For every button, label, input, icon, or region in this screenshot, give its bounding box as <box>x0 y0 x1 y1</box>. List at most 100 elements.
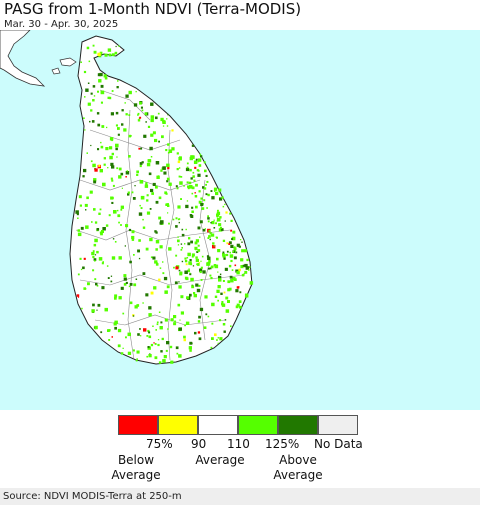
ndvi-pixel <box>144 184 149 188</box>
ndvi-pixel <box>160 117 164 122</box>
ndvi-pixel <box>230 259 233 263</box>
ndvi-pixel <box>224 254 226 256</box>
legend-group-above-average: Above Average <box>273 453 323 482</box>
ndvi-pixel <box>146 211 151 215</box>
ndvi-pixel <box>217 209 219 212</box>
ndvi-pixel <box>125 171 130 175</box>
ndvi-pixel <box>89 190 93 194</box>
ndvi-pixel <box>193 179 196 182</box>
ndvi-pixel <box>157 175 160 177</box>
ndvi-pixel <box>96 285 99 287</box>
ndvi-pixel <box>109 137 114 141</box>
ndvi-pixel <box>76 213 79 216</box>
ndvi-pixel <box>244 270 248 274</box>
ndvi-pixel <box>223 291 226 294</box>
legend-swatch-110-125 <box>238 415 278 435</box>
ndvi-pixel <box>129 301 133 305</box>
ndvi-pixel <box>93 50 97 54</box>
ndvi-pixel <box>186 181 189 184</box>
ndvi-pixel <box>204 169 207 173</box>
ndvi-pixel <box>240 239 242 241</box>
ndvi-pixel <box>246 258 249 262</box>
ndvi-pixel <box>117 133 120 136</box>
ndvi-pixel <box>136 173 139 176</box>
ndvi-pixel <box>100 84 104 88</box>
ndvi-pixel <box>159 267 162 269</box>
ndvi-pixel <box>100 101 103 104</box>
ndvi-pixel <box>92 85 96 88</box>
ndvi-pixel <box>145 247 149 251</box>
ndvi-pixel <box>90 160 93 163</box>
map-title: PASG from 1-Month NDVI (Terra-MODIS) <box>4 0 302 18</box>
ndvi-pixel <box>199 270 202 274</box>
ndvi-pixel <box>231 238 233 240</box>
ndvi-pixel <box>118 221 120 224</box>
ndvi-pixel <box>190 177 193 180</box>
ndvi-pixel <box>162 272 165 275</box>
ndvi-pixel <box>235 305 239 309</box>
ndvi-pixel <box>98 164 101 167</box>
ndvi-pixel <box>180 311 184 315</box>
ndvi-pixel <box>157 343 160 347</box>
legend-swatch-90-110 <box>198 415 238 435</box>
ndvi-pixel <box>157 339 160 341</box>
ndvi-pixel <box>193 292 196 295</box>
ndvi-pixel <box>228 241 232 245</box>
ndvi-pixel <box>170 318 174 322</box>
ndvi-pixel <box>208 260 211 263</box>
ndvi-pixel <box>103 157 106 160</box>
ndvi-pixel <box>154 260 158 264</box>
ndvi-pixel <box>159 326 163 330</box>
ndvi-pixel <box>111 90 114 92</box>
ndvi-pixel <box>101 286 105 290</box>
ndvi-pixel <box>229 254 234 258</box>
ndvi-pixel <box>195 158 198 161</box>
ndvi-pixel <box>219 197 223 201</box>
ndvi-pixel <box>244 294 249 298</box>
ndvi-pixel <box>189 156 193 161</box>
ndvi-pixel <box>96 309 98 311</box>
ndvi-pixel <box>197 244 200 247</box>
legend-tick-75: 75% <box>146 437 173 451</box>
ndvi-pixel <box>168 182 172 186</box>
ndvi-pixel <box>150 291 154 295</box>
ndvi-pixel <box>150 343 154 347</box>
ndvi-pixel <box>188 185 193 189</box>
ndvi-pixel <box>150 256 153 259</box>
ndvi-pixel <box>224 203 226 206</box>
ndvi-pixel <box>229 251 231 254</box>
ndvi-pixel <box>91 251 95 256</box>
ndvi-pixel <box>222 255 224 257</box>
ndvi-pixel <box>77 296 80 298</box>
ndvi-pixel <box>140 147 143 150</box>
legend-tick-90: 90 <box>191 437 207 451</box>
ndvi-pixel <box>181 233 185 237</box>
ndvi-pixel <box>117 328 122 333</box>
ndvi-pixel <box>120 208 123 211</box>
ndvi-pixel <box>167 204 170 207</box>
ndvi-pixel <box>93 208 96 211</box>
ndvi-pixel <box>110 177 113 180</box>
ndvi-pixel <box>178 167 181 169</box>
ndvi-pixel <box>244 249 248 253</box>
ndvi-pixel <box>146 335 149 337</box>
ndvi-pixel <box>235 289 239 293</box>
india-coast <box>0 30 46 87</box>
ndvi-pixel <box>198 190 201 193</box>
ndvi-pixel <box>114 241 117 243</box>
ndvi-pixel <box>221 301 224 303</box>
ndvi-pixel <box>249 281 254 285</box>
ndvi-pixel <box>80 61 82 63</box>
ndvi-pixel <box>155 200 159 204</box>
ndvi-pixel <box>226 242 229 245</box>
ndvi-pixel <box>236 286 240 289</box>
ndvi-pixel <box>116 156 118 158</box>
ndvi-pixel <box>140 335 142 337</box>
ndvi-pixel <box>175 266 179 270</box>
ndvi-pixel <box>168 222 170 225</box>
ndvi-pixel <box>211 302 215 307</box>
ndvi-pixel <box>170 360 174 364</box>
ndvi-pixel <box>134 185 136 187</box>
ndvi-pixel <box>98 212 101 215</box>
ndvi-pixel <box>108 214 111 217</box>
